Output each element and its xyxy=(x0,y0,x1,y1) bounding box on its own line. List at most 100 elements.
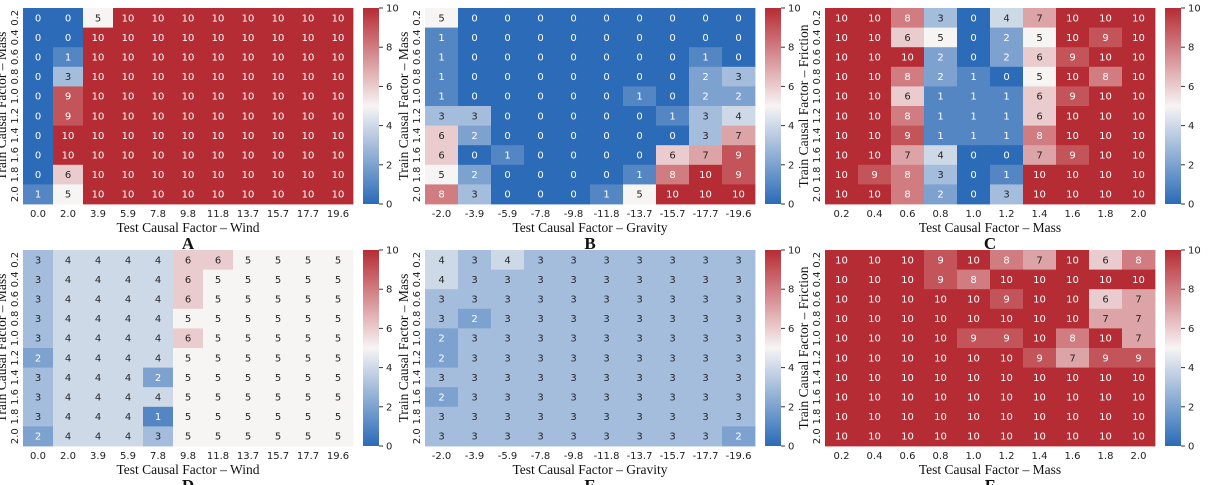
heatmap-cell xyxy=(203,66,234,87)
heatmap-cell xyxy=(623,145,657,166)
cell-value-label: 10 xyxy=(1099,53,1112,64)
cell-value-label: 5 xyxy=(275,295,281,306)
y-tick-label: 1.6 xyxy=(10,389,21,405)
cell-value-label: 1 xyxy=(1003,131,1009,142)
cell-value-label: 10 xyxy=(152,151,165,162)
cell-value-label: 3 xyxy=(537,393,543,404)
heatmap-cell xyxy=(957,289,991,310)
heatmap-cell xyxy=(1122,367,1156,388)
x-tick-label: 0.0 xyxy=(30,451,46,462)
heatmap-cell xyxy=(858,367,892,388)
heatmap-cell xyxy=(924,106,958,126)
cell-value-label: 10 xyxy=(1066,373,1079,384)
heatmap-cell xyxy=(83,125,114,146)
heatmap-cell xyxy=(825,106,859,126)
cell-value-label: 10 xyxy=(1132,131,1145,142)
heatmap-cell xyxy=(83,269,114,290)
cell-value-label: 10 xyxy=(1066,190,1079,201)
heatmap-panel-f: 10 10 10 9 10 8 7 10 6 8 10 10 10 9 8 10 10 10 10 10 10 10 10 1… xyxy=(796,246,1201,485)
colorbar-tick-label: 0 xyxy=(386,200,392,211)
cell-value-label: 10 xyxy=(868,72,881,83)
colorbar-tick-label: 2 xyxy=(788,160,794,171)
cell-value-label: 10 xyxy=(332,170,345,181)
y-tick-label: 1.2 xyxy=(812,108,823,124)
heatmap-cell xyxy=(990,8,1024,28)
heatmap-cell xyxy=(263,125,294,146)
cell-value-label: 4 xyxy=(125,412,131,423)
heatmap-cell xyxy=(263,164,294,185)
cell-value-label: 8 xyxy=(1135,255,1141,266)
y-tick-label: 0.8 xyxy=(812,311,823,327)
heatmap-cell xyxy=(656,145,690,166)
cell-value-label: 10 xyxy=(1132,13,1145,24)
cell-value-label: 0 xyxy=(970,53,976,64)
heatmap-cell xyxy=(722,308,756,329)
heatmap-cell xyxy=(203,289,234,310)
cell-value-label: 0 xyxy=(65,33,71,44)
cell-value-label: 10 xyxy=(92,72,105,83)
cell-value-label: 3 xyxy=(636,373,642,384)
cell-value-label: 0 xyxy=(603,53,609,64)
cell-value-label: 0 xyxy=(35,131,41,142)
cell-value-label: 3 xyxy=(504,412,510,423)
heatmap-cell xyxy=(957,145,991,166)
cell-value-label: 0 xyxy=(636,131,642,142)
cell-value-label: 3 xyxy=(438,412,444,423)
cell-value-label: 10 xyxy=(868,151,881,162)
cell-value-label: 6 xyxy=(1036,111,1042,122)
cell-value-label: 10 xyxy=(1132,170,1145,181)
y-axis-title: Train Causal Factor – Mass xyxy=(0,274,9,423)
heatmap-cell xyxy=(825,145,859,166)
heatmap-cell xyxy=(524,125,558,146)
heatmap-cell xyxy=(203,269,234,290)
heatmap-cell xyxy=(1122,328,1156,349)
heatmap-cell xyxy=(425,426,459,447)
colorbar-tick-label: 8 xyxy=(1188,43,1194,54)
x-tick-label: -3.9 xyxy=(465,209,485,220)
heatmap-cell xyxy=(83,164,114,185)
heatmap-cell xyxy=(858,328,892,349)
x-tick-label: 17.7 xyxy=(297,209,319,220)
cell-value-label: 0 xyxy=(603,72,609,83)
x-axis-title: Test Causal Factor – Wind xyxy=(117,220,260,235)
heatmap-cell xyxy=(524,164,558,185)
x-tick-label: 2.0 xyxy=(60,451,76,462)
cell-value-label: 6 xyxy=(215,255,221,266)
cell-value-label: 3 xyxy=(603,373,609,384)
x-tick-label: 0.0 xyxy=(30,209,46,220)
heatmap-cell xyxy=(233,164,264,185)
heatmap-cell xyxy=(524,184,558,205)
cell-value-label: 3 xyxy=(636,353,642,364)
y-tick-label: 1.0 xyxy=(412,330,423,346)
cell-value-label: 10 xyxy=(1099,151,1112,162)
heatmap-cell xyxy=(1122,164,1156,185)
heatmap-cell xyxy=(1056,47,1090,68)
cell-value-label: 10 xyxy=(122,131,135,142)
heatmap-cell xyxy=(1089,86,1123,107)
cell-value-label: 4 xyxy=(95,412,101,423)
heatmap-cell xyxy=(293,426,324,447)
cell-value-label: 1 xyxy=(35,190,41,201)
heatmap-cell xyxy=(689,367,723,388)
heatmap-cell xyxy=(23,387,54,408)
heatmap-cell xyxy=(957,387,991,408)
cell-value-label: 4 xyxy=(125,314,131,325)
cell-value-label: 10 xyxy=(1099,373,1112,384)
heatmap-cell xyxy=(173,184,204,205)
x-tick-label: -17.7 xyxy=(693,451,719,462)
cell-value-label: 3 xyxy=(570,295,576,306)
heatmap-cell xyxy=(623,387,657,408)
cell-value-label: 3 xyxy=(735,353,741,364)
heatmap-cell xyxy=(524,328,558,349)
heatmap-cell xyxy=(1056,308,1090,329)
heatmap-cell xyxy=(990,164,1024,185)
cell-value-label: 10 xyxy=(868,33,881,44)
heatmap-cell xyxy=(143,426,174,447)
heatmap-cell xyxy=(263,348,294,368)
cell-value-label: 10 xyxy=(92,170,105,181)
heatmap-cell xyxy=(722,86,756,107)
cell-value-label: 10 xyxy=(1033,334,1046,345)
cell-value-label: 4 xyxy=(95,314,101,325)
heatmap-cell xyxy=(293,387,324,408)
heatmap-cell xyxy=(458,66,492,87)
